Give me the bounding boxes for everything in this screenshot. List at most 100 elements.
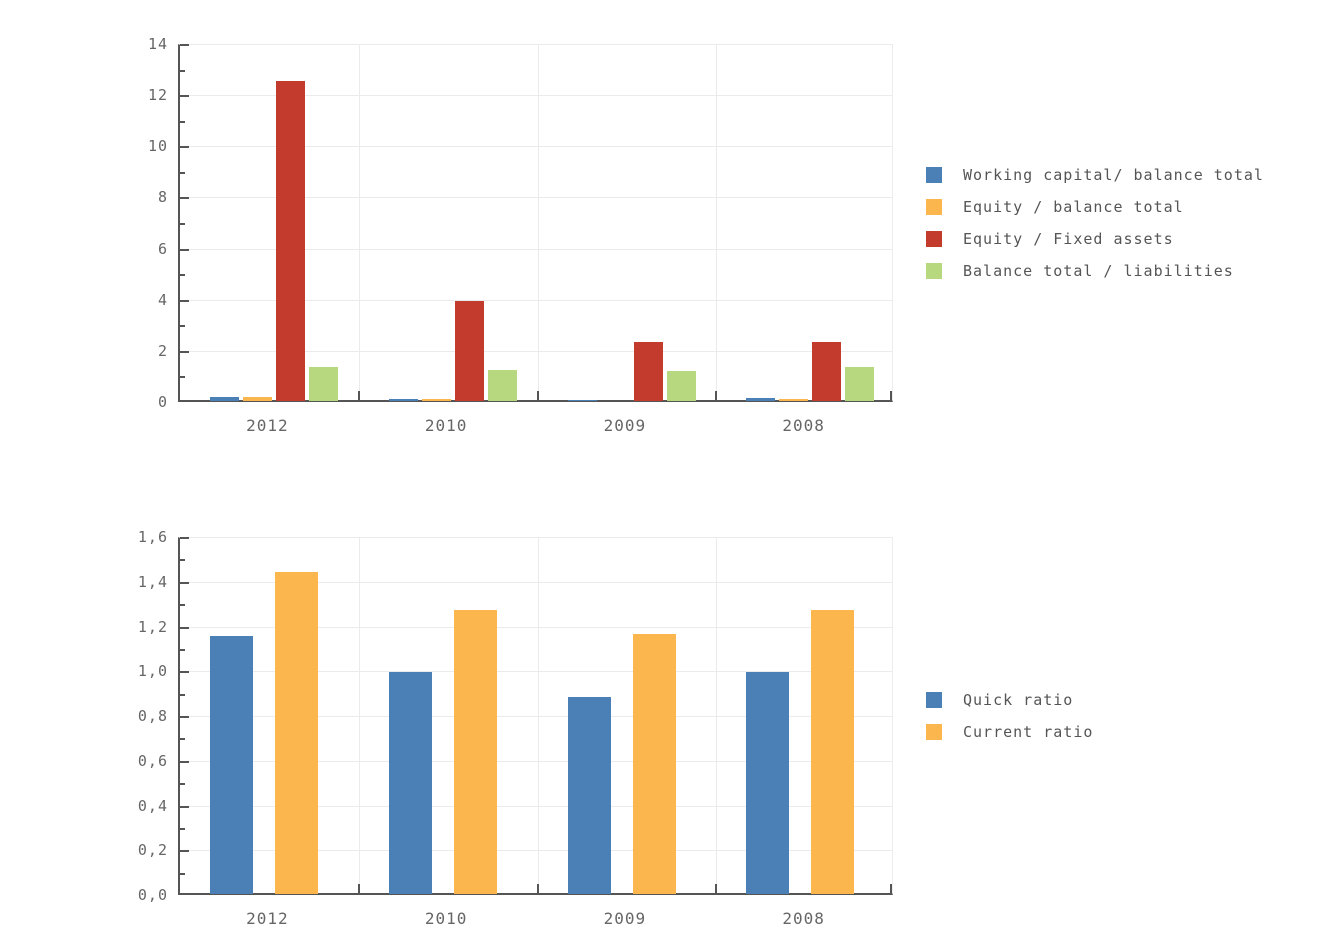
x-axis-label: 2008	[782, 416, 825, 435]
bar-equity-balance-total-2010	[422, 399, 451, 401]
y-major-tick	[180, 350, 189, 353]
x-axis-label: 2009	[603, 416, 647, 435]
bar-equity-balance-total-2012	[243, 396, 272, 401]
bar-current-ratio-2010	[454, 609, 497, 894]
x-boundary-tick	[890, 884, 892, 893]
y-major-tick	[180, 299, 189, 302]
y-axis-label: 2	[157, 341, 168, 360]
y-minor-tick	[180, 693, 185, 696]
y-minor-tick	[180, 376, 185, 379]
x-boundary-tick	[715, 391, 717, 400]
y-axis-label: 0	[157, 393, 168, 411]
y-gridline	[180, 146, 892, 148]
legend-label: Quick ratio	[963, 691, 1074, 709]
y-axis-label: 4	[157, 290, 168, 309]
legend-label: Working capital/ balance total	[963, 166, 1264, 184]
bar-quick-ratio-2008	[746, 672, 789, 894]
bar-quick-ratio-2010	[389, 672, 432, 894]
y-axis-label: 0,4	[137, 796, 168, 815]
y-axis-label: 14	[147, 35, 168, 53]
bar-balance-total-liabilities-2012	[309, 367, 338, 401]
y-axis-label: 0,2	[137, 841, 168, 860]
x-axis-label: 2008	[782, 909, 825, 928]
y-gridline	[180, 760, 892, 762]
y-gridline	[180, 350, 892, 352]
x-boundary-tick	[358, 391, 360, 400]
y-major-tick	[180, 248, 189, 251]
y-axis-label: 1,2	[137, 617, 168, 636]
legend-swatch-icon	[926, 231, 942, 247]
legend-swatch-icon	[926, 263, 942, 279]
y-axis-label: 0,8	[137, 707, 168, 725]
x-axis-label: 2010	[424, 416, 468, 435]
legend: Working capital/ balance total Equity / b…	[926, 159, 1264, 287]
group-divider-gridline	[538, 45, 539, 400]
y-minor-tick	[180, 171, 185, 174]
bar-quick-ratio-2012	[210, 636, 253, 894]
y-gridline	[180, 248, 892, 250]
y-minor-tick	[180, 274, 185, 277]
plot-area	[178, 537, 893, 895]
y-axis-label: 1,6	[137, 528, 168, 546]
y-minor-tick	[180, 69, 185, 72]
group-divider-gridline	[716, 538, 717, 893]
group-divider-gridline	[538, 538, 539, 893]
y-major-tick	[180, 671, 189, 674]
y-gridline	[180, 805, 892, 807]
y-axis-label: 6	[157, 239, 168, 258]
y-gridline	[180, 850, 892, 852]
legend-row: Working capital/ balance total	[926, 159, 1264, 191]
bar-equity-balance-total-2008	[779, 399, 808, 401]
bar-working-capital-balance-total-2009	[568, 399, 597, 401]
legend-label: Equity / balance total	[963, 198, 1184, 216]
bar-working-capital-balance-total-2008	[746, 398, 775, 401]
legend-swatch-icon	[926, 167, 942, 183]
bar-quick-ratio-2009	[568, 696, 611, 894]
bar-equity-fixed-assets-2009	[634, 341, 663, 401]
group-divider-gridline	[359, 538, 360, 893]
y-minor-tick	[180, 738, 185, 741]
y-major-tick	[180, 760, 189, 763]
legend-row: Balance total / liabilities	[926, 255, 1264, 287]
y-gridline	[180, 197, 892, 199]
bar-working-capital-balance-total-2012	[210, 396, 239, 401]
legend-row: Equity / balance total	[926, 191, 1264, 223]
x-axis-label: 2012	[246, 416, 289, 435]
bar-current-ratio-2008	[811, 609, 854, 894]
y-axis-label: 10	[147, 137, 168, 156]
legend-swatch-icon	[926, 199, 942, 215]
y-gridline	[180, 626, 892, 628]
y-major-tick	[180, 146, 189, 149]
y-axis-label: 1,4	[137, 572, 168, 591]
y-axis-label: 8	[157, 188, 168, 207]
plot-area	[178, 44, 893, 402]
x-axis-label: 2012	[246, 909, 289, 928]
y-axis-label: 12	[147, 86, 168, 105]
x-boundary-tick	[890, 391, 892, 400]
y-gridline	[180, 95, 892, 97]
bar-working-capital-balance-total-2010	[389, 398, 418, 401]
legend-label: Equity / Fixed assets	[963, 230, 1174, 248]
y-gridline	[180, 299, 892, 301]
y-minor-tick	[180, 827, 185, 830]
y-gridline	[180, 716, 892, 717]
legend: Quick ratio Current ratio	[926, 684, 1093, 748]
y-axis-label: 0,6	[137, 751, 168, 770]
y-major-tick	[180, 95, 189, 98]
x-boundary-tick	[715, 884, 717, 893]
y-minor-tick	[180, 325, 185, 328]
x-axis-label: 2010	[424, 909, 468, 928]
legend-swatch-icon	[926, 692, 942, 708]
y-major-tick	[180, 850, 189, 853]
bar-balance-total-liabilities-2010	[488, 369, 517, 401]
y-major-tick	[180, 197, 189, 200]
y-major-tick	[180, 805, 189, 808]
y-minor-tick	[180, 223, 185, 225]
x-axis-label: 2009	[603, 909, 647, 928]
y-gridline	[180, 537, 892, 538]
legend-row: Equity / Fixed assets	[926, 223, 1264, 255]
bar-balance-total-liabilities-2008	[845, 366, 874, 401]
y-gridline	[180, 581, 892, 583]
